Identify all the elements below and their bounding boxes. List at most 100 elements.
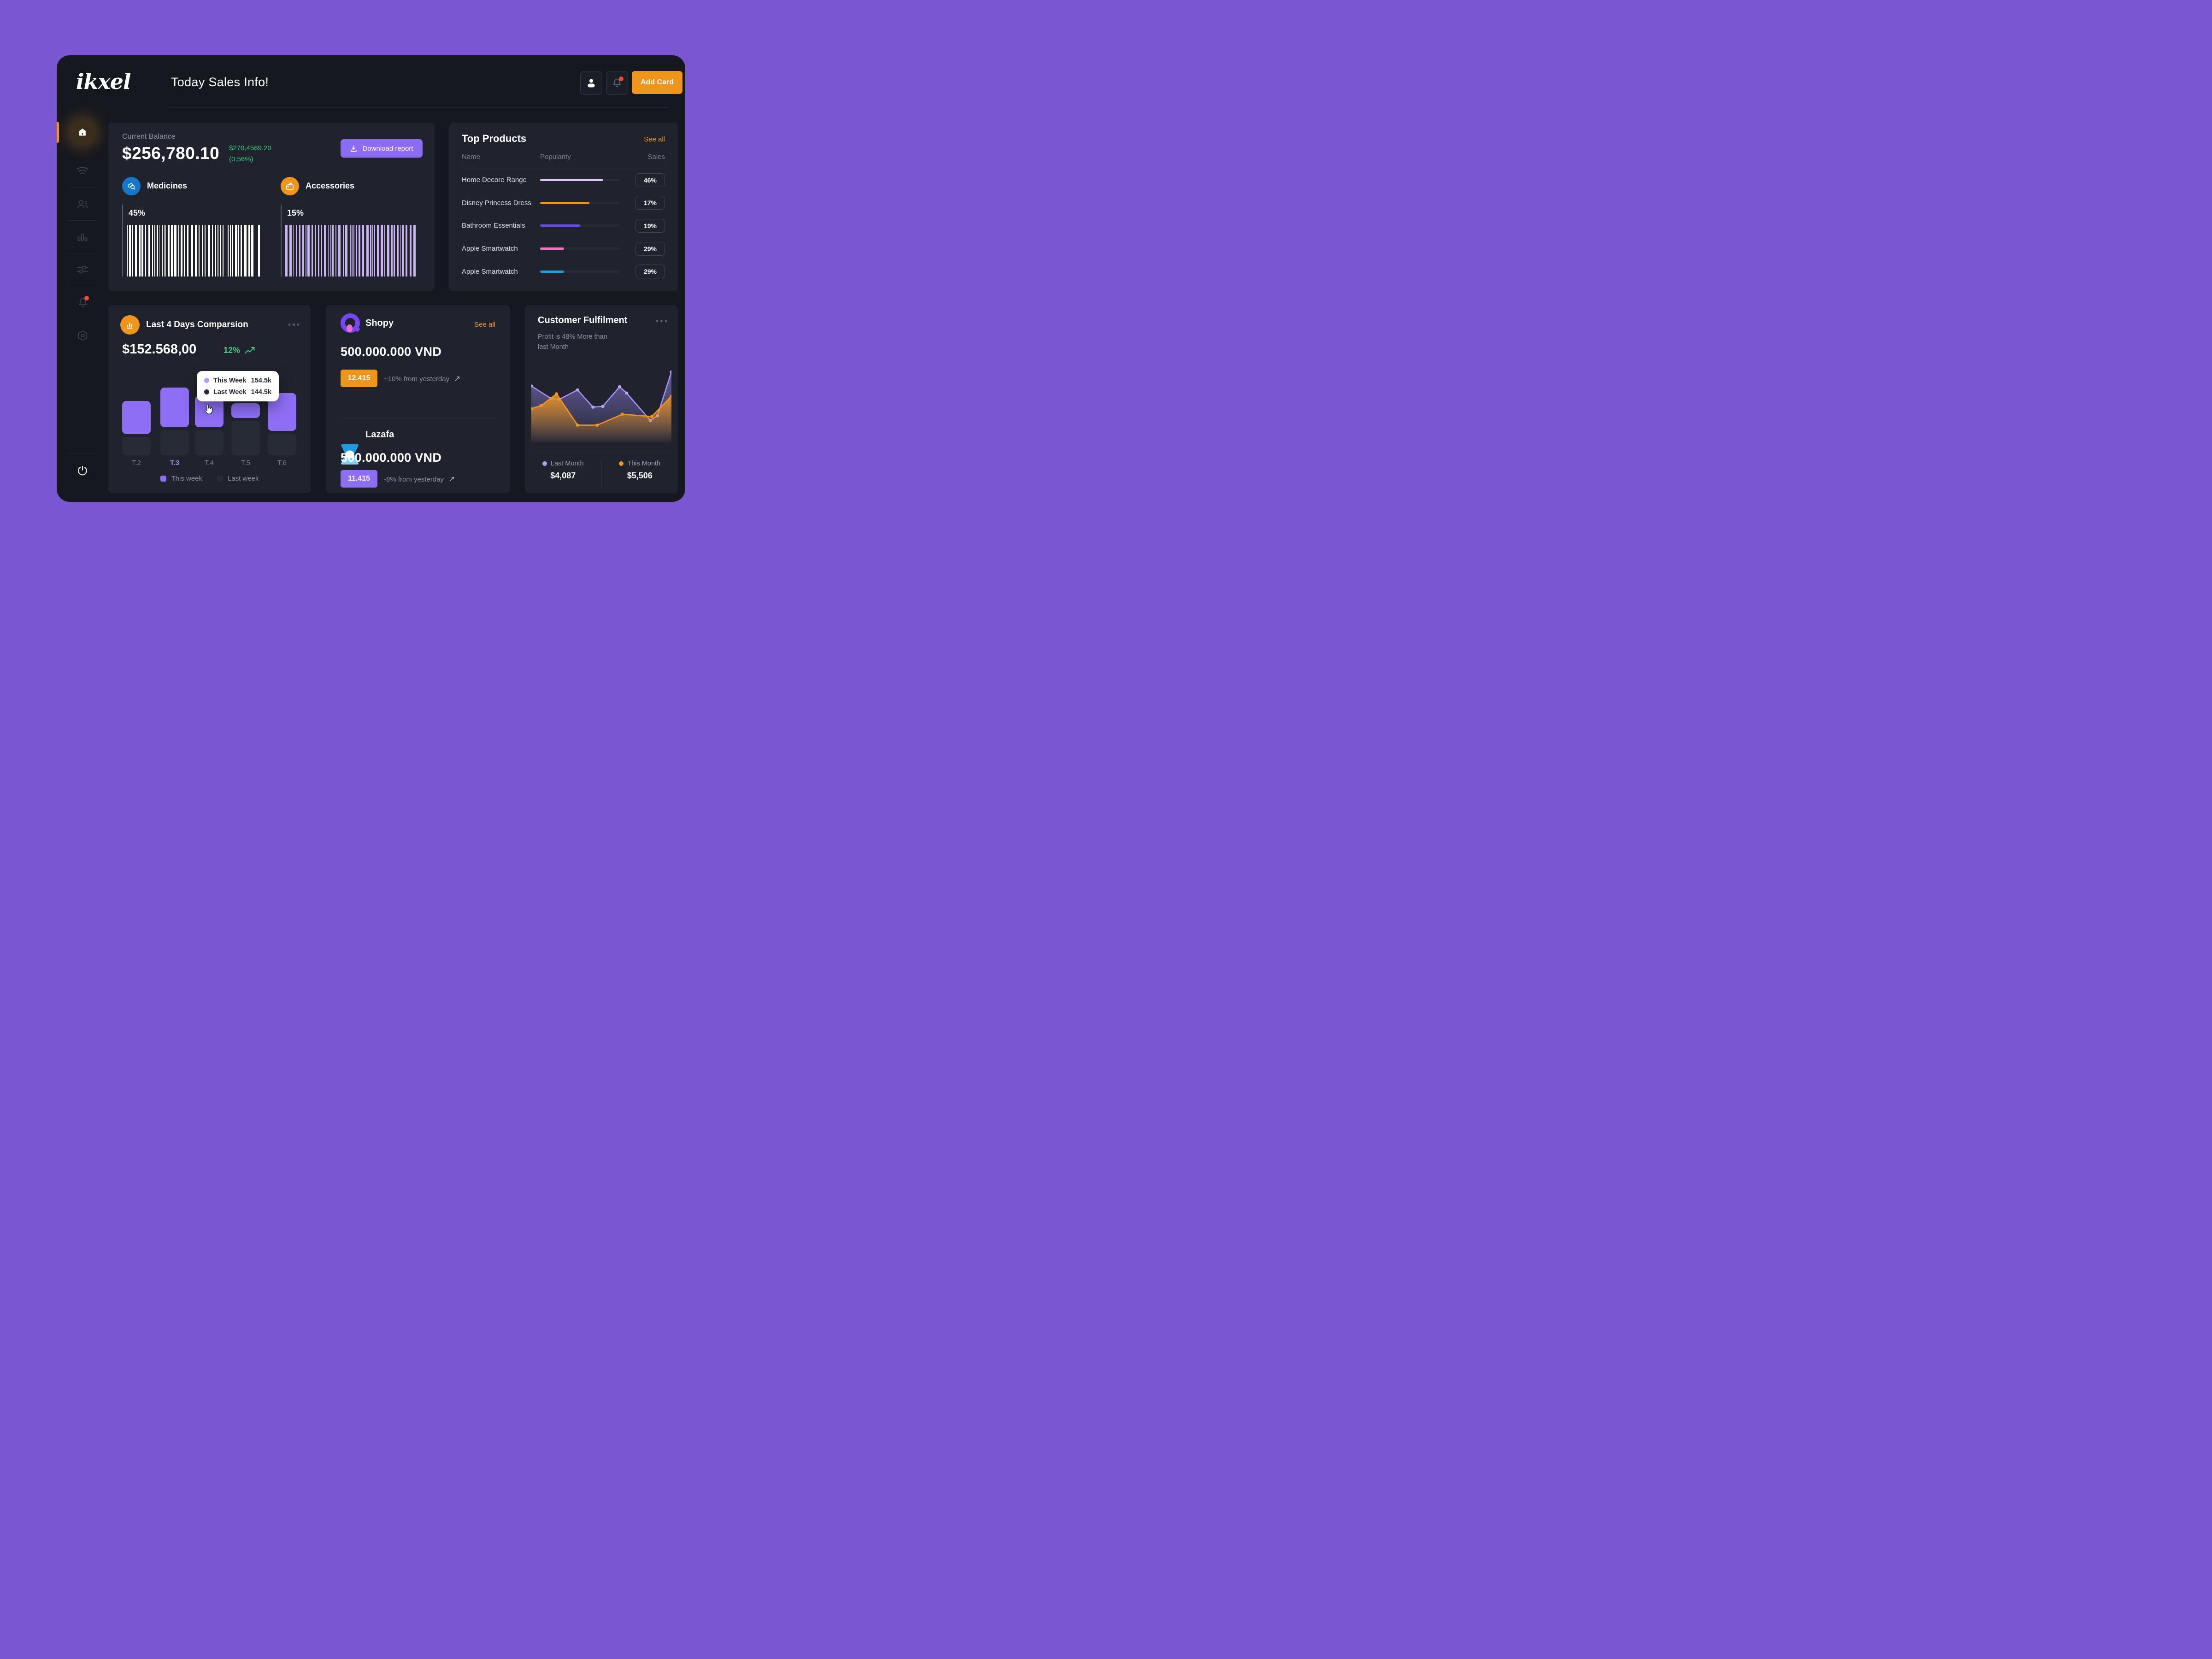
balance-change-pct: (0,56%) <box>229 155 253 163</box>
dashboard-window: ikxel Today Sales Info! Add Card <box>57 55 685 502</box>
accessories-pct: 15% <box>287 208 304 218</box>
sidebar-divider <box>69 220 97 221</box>
bar-group-t6[interactable] <box>268 393 296 455</box>
top-products-panel: Top Products See all Name Popularity Sal… <box>449 123 678 291</box>
hand-cursor <box>202 403 215 415</box>
comparison-amount: $152.568,00 <box>122 342 197 357</box>
stores-divider <box>341 418 495 419</box>
notifications-button[interactable] <box>606 71 628 95</box>
active-nav-indicator <box>57 122 59 143</box>
fulfilment-panel: Customer Fulfilment Profit is 48% More t… <box>525 305 678 493</box>
arrow-up-right-icon: ↗ <box>448 475 455 483</box>
x-axis-label: T.2 <box>131 459 141 467</box>
x-axis-label: T.5 <box>241 459 250 467</box>
x-axis-label: T.6 <box>277 459 287 467</box>
current-balance-panel: Current Balance $256,780.10 $270,4569.20… <box>108 123 435 291</box>
comparison-title: Last 4 Days Comparsion <box>146 320 248 329</box>
product-name: Disney Princess Dress <box>462 199 531 207</box>
tooltip-row: Last Week 144.5k <box>204 388 271 396</box>
popularity-bar <box>540 247 620 250</box>
lazafa-amount: 500.000.000 VND <box>341 451 442 465</box>
sidebar-item-logout[interactable] <box>71 459 94 482</box>
trend-up-icon <box>244 347 255 354</box>
download-report-button[interactable]: Download report <box>341 139 423 158</box>
sidebar-item-customers[interactable] <box>71 194 94 216</box>
popularity-bar <box>540 201 620 204</box>
tooltip-dot <box>204 378 209 383</box>
comparison-legend: This week Last week <box>108 475 311 482</box>
top-products-see-all[interactable]: See all <box>644 135 665 143</box>
bell-icon <box>612 76 624 88</box>
balance-change: $270,4569.20 (0,56%) <box>229 143 271 165</box>
legend-last-week: Last week <box>217 475 259 482</box>
product-name: Home Decore Range <box>462 176 527 184</box>
comparison-change: 12% <box>224 346 255 355</box>
gear-icon <box>76 329 89 342</box>
shopy-name: Shopy <box>365 318 394 328</box>
medicines-barcode <box>127 225 261 276</box>
product-row[interactable]: Apple Smartwatch 29% <box>462 241 665 256</box>
product-row[interactable]: Apple Smartwatch 29% <box>462 265 665 279</box>
stores-panel: Shopy See all 500.000.000 VND 12.415 +10… <box>326 305 510 493</box>
product-name: Bathroom Essentials <box>462 222 525 230</box>
shopy-see-all[interactable]: See all <box>474 321 495 329</box>
user-icon <box>586 77 597 88</box>
sales-badge: 19% <box>635 218 665 233</box>
shopy-badge: 12.415 <box>341 370 377 387</box>
shopy-logo <box>341 313 360 333</box>
sales-badge: 46% <box>635 173 665 187</box>
medicines-icon <box>122 177 141 195</box>
header-divider <box>167 107 669 108</box>
sales-badge: 17% <box>635 196 665 210</box>
accessories-icon <box>281 177 299 195</box>
app-logo: ikxel <box>76 69 131 94</box>
top-products-columns: Name Popularity Sales <box>462 153 665 161</box>
product-name: Apple Smartwatch <box>462 267 518 276</box>
profile-button[interactable] <box>580 71 602 95</box>
product-row[interactable]: Bathroom Essentials 19% <box>462 218 665 233</box>
comparison-panel: Last 4 Days Comparsion $152.568,00 12% T… <box>108 305 311 493</box>
bar-group-t5[interactable] <box>231 403 260 455</box>
chart-tooltip: This Week 154.5k Last Week 144.5k <box>197 371 279 401</box>
medicines-pct: 45% <box>129 208 146 218</box>
add-card-button[interactable]: Add Card <box>632 71 682 94</box>
wifi-icon <box>76 165 89 177</box>
page-title: Today Sales Info! <box>171 75 269 89</box>
bell-icon <box>77 296 89 308</box>
sidebar-item-analytics[interactable] <box>71 225 94 247</box>
col-name: Name <box>462 153 481 161</box>
sidebar-item-filters[interactable] <box>71 259 94 281</box>
tooltip-row: This Week 154.5k <box>204 377 271 384</box>
sidebar-item-home[interactable] <box>71 121 94 143</box>
product-name: Apple Smartwatch <box>462 245 518 253</box>
change-pct: 12% <box>224 346 241 355</box>
fulfilment-subtitle: Profit is 48% More than last Month <box>538 333 607 351</box>
top-products-title: Top Products <box>462 133 527 144</box>
product-row[interactable]: Disney Princess Dress 17% <box>462 196 665 210</box>
sidebar-item-network[interactable] <box>71 160 94 182</box>
comparison-chart-icon <box>120 315 140 335</box>
product-row[interactable]: Home Decore Range 46% <box>462 173 665 187</box>
bar-group-t2[interactable] <box>122 401 151 455</box>
comparison-menu[interactable] <box>288 324 299 326</box>
fulfilment-legend: Last Month $4,087 This Month $5,506 <box>525 457 678 488</box>
notification-badge <box>619 76 624 81</box>
legend-this-week: This week <box>160 475 202 482</box>
home-icon <box>71 121 94 143</box>
x-axis-label: T.4 <box>204 459 214 467</box>
popularity-bar <box>540 224 620 227</box>
sales-badge: 29% <box>635 241 665 256</box>
legend-dot <box>542 461 547 466</box>
fulfilment-title: Customer Fulfilment <box>538 315 628 325</box>
legend-dot <box>619 461 624 466</box>
lazafa-badge: 11.415 <box>341 470 377 488</box>
sidebar-item-notifications[interactable] <box>71 291 94 313</box>
sidebar-item-settings[interactable] <box>71 324 94 347</box>
fulfilment-menu[interactable] <box>656 320 667 322</box>
bar-chart-icon <box>76 230 89 242</box>
last-month-value: $4,087 <box>550 471 576 480</box>
this-month-value: $5,506 <box>627 471 653 480</box>
shopy-note: +10% from yesterday ↗ <box>384 374 461 383</box>
balance-change-amount: $270,4569.20 <box>229 144 271 152</box>
bar-group-t3[interactable] <box>160 388 189 455</box>
